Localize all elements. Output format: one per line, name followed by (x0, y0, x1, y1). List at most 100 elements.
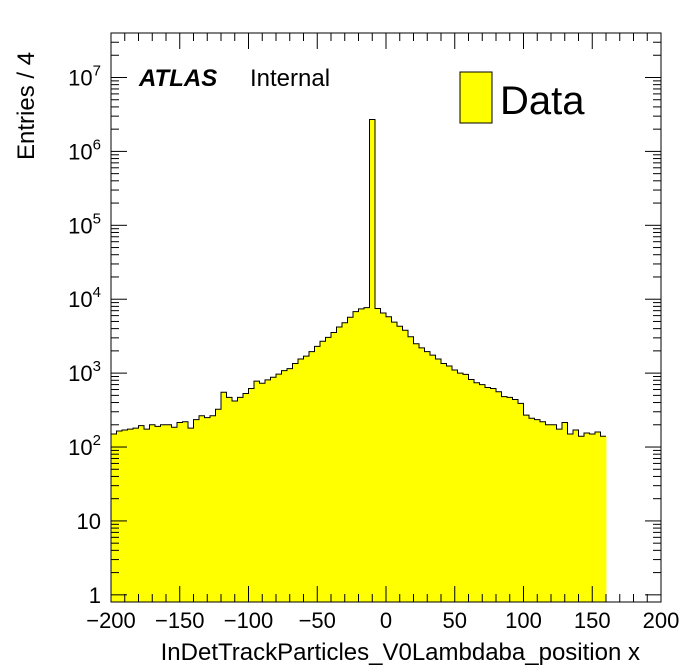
histogram-bar (518, 403, 524, 602)
histogram-bar (221, 392, 227, 602)
histogram-bar (402, 330, 409, 602)
histogram-bar (160, 424, 167, 602)
histogram-bar (534, 419, 541, 602)
x-axis-tick-labels: −200 −150 −100 −50 0 50 100 150 200 (86, 608, 679, 633)
histogram-bar (248, 388, 255, 602)
histogram-bar (441, 363, 447, 602)
histogram-bar (281, 370, 288, 602)
histogram-bar (298, 359, 304, 602)
x-tick-label: 50 (443, 608, 467, 633)
histogram-bar (155, 426, 161, 602)
histogram-bar (573, 429, 579, 602)
histogram-bar (144, 429, 150, 602)
histogram-bar (320, 341, 326, 602)
y-axis-ticks (111, 32, 661, 596)
histogram-bar (303, 356, 310, 602)
histogram-bar (127, 429, 134, 602)
histogram-bar (287, 368, 293, 602)
histogram-bar (435, 359, 442, 602)
histogram-bar (149, 424, 156, 602)
histogram-bar (556, 429, 563, 602)
histogram-bar (463, 374, 469, 602)
x-tick-label: 200 (643, 608, 680, 633)
histogram-bar (166, 424, 172, 602)
histogram-bar (325, 337, 332, 602)
histogram-bar (529, 418, 535, 602)
histogram-bar (232, 400, 238, 602)
histogram-bar (331, 332, 337, 602)
internal-label: Internal (250, 65, 330, 92)
histogram-bar (210, 415, 216, 602)
histogram-bar (369, 119, 376, 603)
histogram-bar (254, 381, 260, 602)
histogram-bar (380, 313, 387, 602)
histogram-bar (111, 434, 117, 602)
histogram-bar (562, 422, 568, 602)
histogram-bars (111, 119, 607, 603)
histogram-bar (430, 355, 436, 602)
histogram-bar (424, 351, 431, 602)
x-tick-label: −200 (86, 608, 136, 633)
y-tick-label: 106 (68, 136, 101, 164)
histogram-bar (578, 436, 585, 602)
histogram-bar (545, 424, 552, 602)
x-tick-label: −100 (224, 608, 274, 633)
histogram-bar (595, 431, 601, 602)
histogram-bar (364, 307, 370, 602)
y-tick-label: 1 (89, 583, 101, 608)
histogram-bar (259, 383, 266, 602)
atlas-label: ATLAS (138, 65, 217, 92)
histogram-bar (600, 436, 607, 602)
histogram-bar (408, 336, 414, 602)
y-axis-title: Entries / 4 (13, 52, 40, 160)
histogram-bar (457, 373, 464, 602)
histogram-bar (496, 391, 502, 602)
histogram-bar (292, 363, 299, 602)
histogram-bar (226, 397, 233, 602)
histogram-bar (314, 346, 321, 602)
histogram-bar (270, 377, 277, 602)
histogram-bar (551, 424, 557, 602)
x-tick-label: −50 (299, 608, 336, 633)
histogram-bar (375, 308, 381, 602)
histogram-bar (589, 434, 596, 602)
histogram-bar (507, 397, 513, 602)
histogram-bar (177, 422, 183, 602)
histogram-bar (413, 343, 420, 602)
histogram-bar (309, 351, 315, 602)
histogram-bar (265, 379, 271, 602)
histogram-bar (138, 425, 145, 602)
histogram-bar (391, 322, 398, 602)
histogram-bar (199, 415, 205, 602)
histogram-bar (479, 384, 486, 602)
histogram-bar (490, 388, 497, 602)
histogram-bar (276, 374, 282, 602)
histogram-bar (182, 421, 189, 602)
histogram-bar (567, 434, 574, 602)
y-axis-tick-labels: 1 10 102 103 104 105 106 107 (68, 62, 101, 607)
y-tick-label: 10 (77, 509, 101, 534)
histogram-bar (133, 428, 139, 602)
x-tick-label: 100 (505, 608, 542, 633)
x-axis-title: InDetTrackParticles_V0Lambdaba_position … (161, 639, 640, 666)
histogram-bar (243, 393, 249, 602)
histogram-outline (111, 119, 606, 437)
histogram-bar (584, 432, 590, 602)
histogram-bar (386, 316, 392, 602)
histogram-bar (485, 387, 491, 602)
x-tick-label: 0 (380, 608, 392, 633)
histogram-bar (116, 430, 123, 602)
y-tick-label: 107 (68, 62, 101, 90)
histogram-bar (452, 370, 458, 602)
histogram-bar (512, 399, 519, 602)
y-tick-label: 103 (68, 358, 101, 386)
x-tick-label: −150 (155, 608, 205, 633)
histogram-bar (336, 327, 343, 602)
y-tick-label: 102 (68, 432, 101, 460)
histogram-bar (474, 382, 480, 602)
histogram-bar (358, 308, 365, 602)
histogram-bar (446, 365, 453, 602)
histogram-bar (523, 415, 530, 602)
histogram-bar (204, 417, 211, 602)
